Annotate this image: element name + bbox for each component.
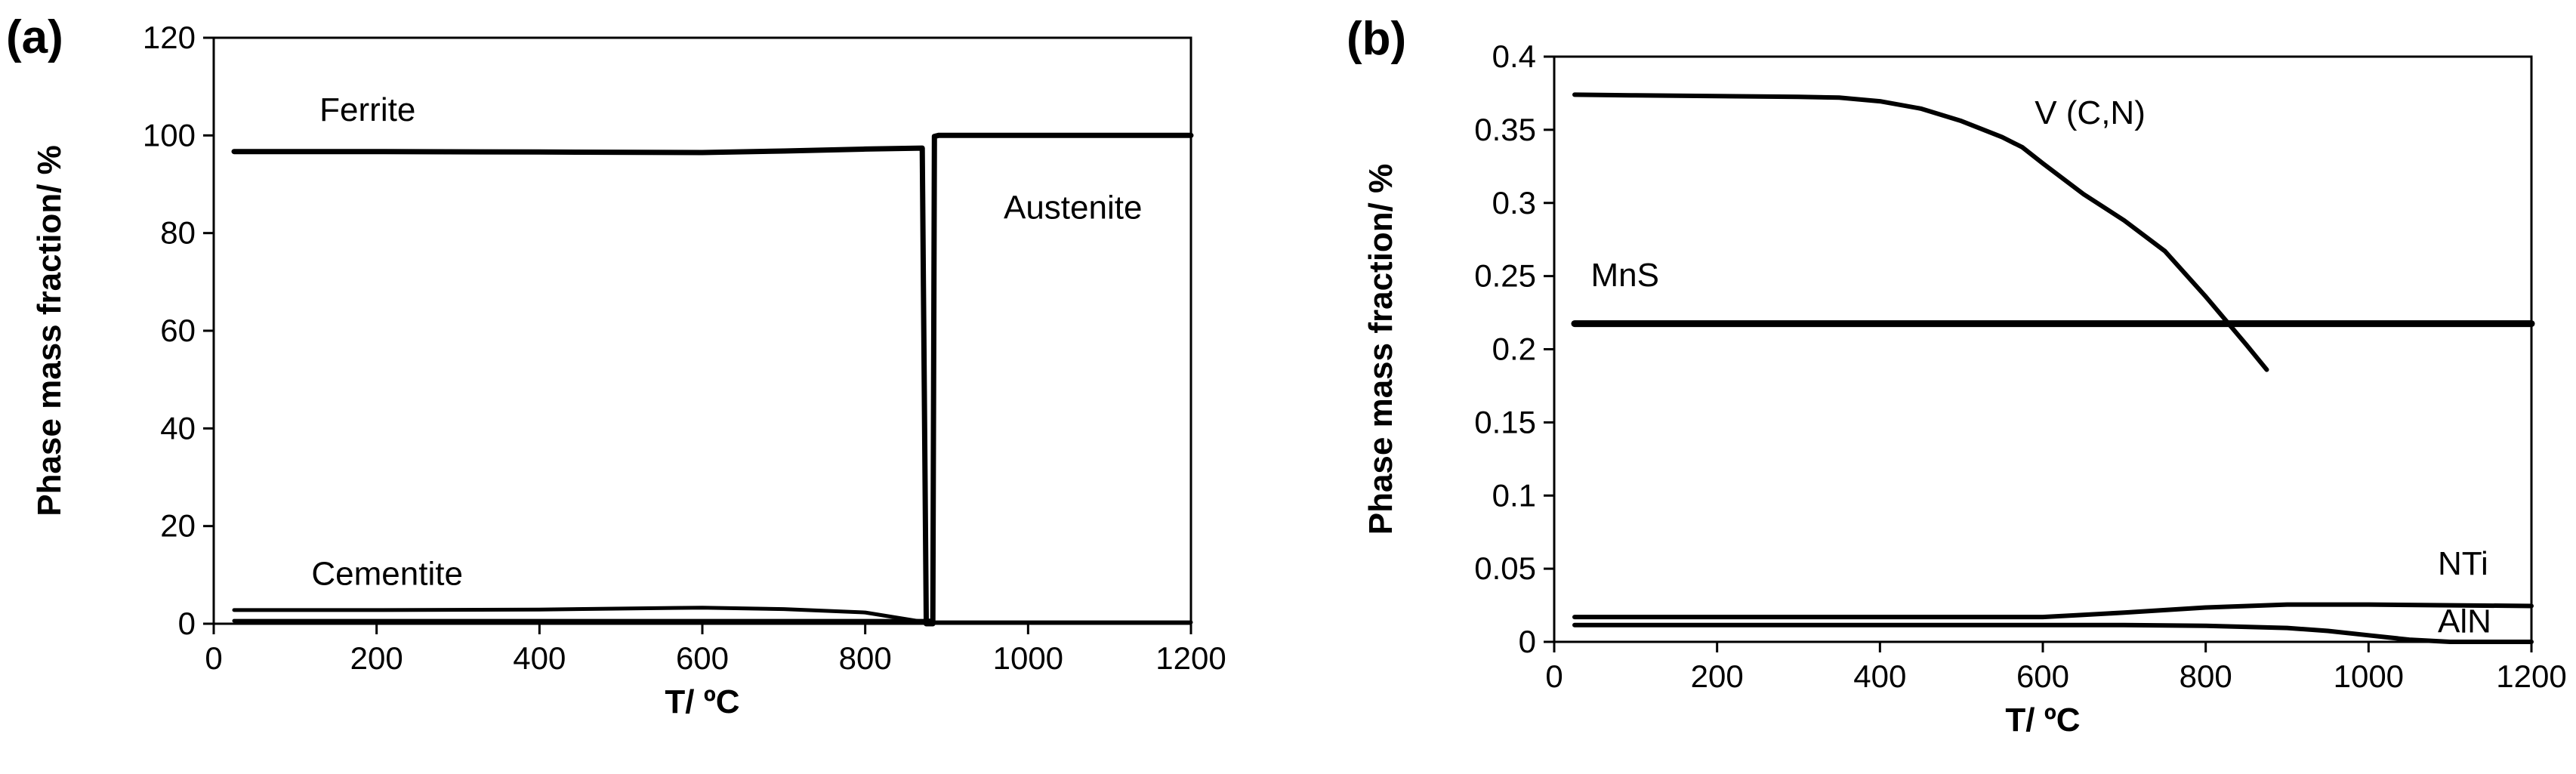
- series-label: Ferrite: [319, 91, 415, 128]
- y-tick-label: 0.1: [1492, 477, 1536, 513]
- panel-label: (b): [1347, 13, 1406, 65]
- x-axis-title: T/ ºC: [665, 683, 739, 720]
- y-tick-label: 80: [160, 215, 196, 251]
- y-tick-label: 0.35: [1474, 112, 1536, 147]
- series-line-austenite: [924, 132, 1194, 627]
- series-label: Cementite: [311, 555, 463, 592]
- y-tick-label: 60: [160, 313, 196, 348]
- series-label: AlN: [2438, 603, 2491, 640]
- y-tick-label: 0.4: [1492, 39, 1536, 74]
- x-tick-label: 400: [513, 640, 566, 676]
- x-tick-label: 0: [205, 640, 222, 676]
- series-label: MnS: [1591, 257, 1659, 294]
- series-line-v-c-n: [1572, 92, 2269, 372]
- series-line-nti: [1572, 602, 2534, 620]
- x-tick-label: 600: [676, 640, 729, 676]
- y-tick-label: 20: [160, 508, 196, 544]
- y-tick-label: 0.05: [1474, 550, 1536, 586]
- y-tick-label: 0: [178, 606, 196, 641]
- x-tick-label: 1000: [2334, 658, 2404, 694]
- x-tick-label: 600: [2016, 658, 2069, 694]
- y-tick-label: 0.2: [1492, 331, 1536, 367]
- series-line-aln: [1572, 622, 2534, 644]
- x-tick-label: 400: [1853, 658, 1906, 694]
- x-tick-label: 800: [839, 640, 892, 676]
- y-tick-label: 0: [1519, 624, 1536, 659]
- panel-label: (a): [6, 11, 63, 63]
- x-tick-label: 1200: [1155, 640, 1226, 676]
- x-tick-label: 1000: [993, 640, 1063, 676]
- x-axis-title: T/ ºC: [2005, 702, 2080, 739]
- y-tick-label: 0.15: [1474, 404, 1536, 439]
- series-label: Austenite: [1004, 189, 1142, 226]
- y-axis-title: Phase mass fraction/ %: [1362, 164, 1399, 535]
- plot-frame: [1553, 55, 2533, 643]
- x-tick-label: 200: [1691, 658, 1744, 694]
- y-tick-label: 100: [143, 117, 196, 153]
- y-tick-label: 0.3: [1492, 185, 1536, 220]
- y-axis-title: Phase mass fraction/ %: [31, 145, 68, 517]
- series-label: V (C,N): [2035, 94, 2146, 131]
- y-tick-label: 120: [143, 20, 196, 55]
- x-tick-label: 800: [2180, 658, 2232, 694]
- x-tick-label: 1200: [2496, 658, 2566, 694]
- series-label: NTi: [2438, 545, 2488, 582]
- y-tick-label: 0.25: [1474, 258, 1536, 294]
- x-tick-label: 200: [350, 640, 403, 676]
- x-tick-label: 0: [1545, 658, 1563, 694]
- chart-panel-b: 0 0.05 0.1 0.15 0.2 0.25 0.3 0.35 0.4 0 200 400 600 8…: [1347, 13, 2567, 739]
- y-tick-label: 40: [160, 410, 196, 446]
- series-line-ferrite: [231, 145, 933, 627]
